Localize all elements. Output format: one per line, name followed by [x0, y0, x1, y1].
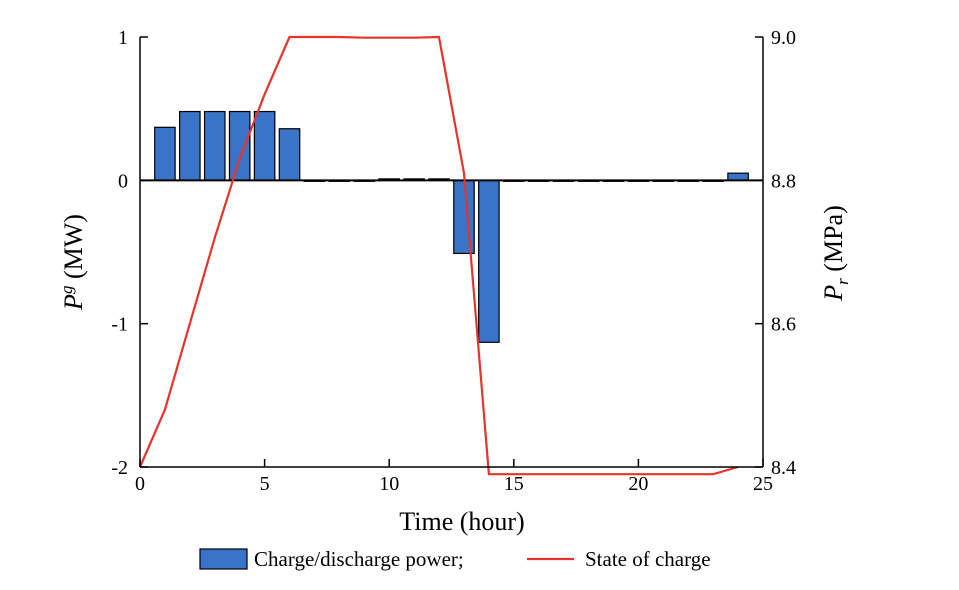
y-right-title-rest: (MPa) — [819, 205, 848, 278]
bar-hour-14 — [478, 179, 500, 343]
y-left-tick-label: -2 — [111, 457, 128, 479]
bar-hour-5 — [253, 110, 276, 181]
y-left-title-main: P — [59, 294, 88, 311]
bar-hour-4 — [228, 110, 251, 181]
plot-marks — [138, 35, 763, 476]
legend: Charge/discharge power; State of charge — [199, 547, 711, 571]
x-tick-label: 20 — [628, 473, 648, 495]
legend-line-label: State of charge — [585, 547, 711, 571]
y-right-title-sub: r — [833, 278, 852, 285]
y-right-tick-label: 8.4 — [771, 457, 796, 479]
state-of-charge-line — [138, 35, 739, 476]
bar-hour-2 — [179, 110, 201, 181]
y-right-tick-label: 9.0 — [771, 27, 796, 49]
x-tick-label: 15 — [504, 473, 524, 495]
bar-hour-3 — [203, 110, 226, 181]
legend-bar-label: Charge/discharge power; — [254, 547, 464, 571]
bar-hour-6 — [278, 128, 301, 181]
y-right-tick-label: 8.6 — [771, 314, 796, 336]
x-axis-title: Time (hour) — [399, 507, 524, 536]
y-left-title-sup: g — [57, 286, 76, 295]
bar-hour-24 — [727, 172, 749, 181]
ticks: 0 5 10 15 20 25 -2 -1 0 1 8.4 8.6 8.8 9.0 — [111, 27, 796, 495]
y-right-tick-label: 8.8 — [771, 170, 796, 192]
x-tick-label: 25 — [753, 473, 773, 495]
y-right-axis-title: Pr (MPa) — [819, 205, 852, 301]
y-left-tick-label: -1 — [111, 314, 128, 336]
legend-bar-swatch — [199, 548, 248, 570]
x-tick-label: 0 — [135, 473, 145, 495]
x-tick-label: 10 — [379, 473, 399, 495]
x-tick-label: 5 — [260, 473, 270, 495]
bar-hour-13 — [453, 179, 475, 255]
y-right-title-main: P — [819, 285, 848, 302]
y-left-title-rest: (MW) — [59, 214, 88, 285]
y-left-tick-label: 0 — [118, 170, 128, 192]
y-left-axis-title: Pg (MW) — [57, 214, 88, 311]
bar-hour-1 — [154, 126, 176, 181]
axes — [139, 37, 764, 468]
y-left-tick-label: 1 — [118, 27, 128, 49]
